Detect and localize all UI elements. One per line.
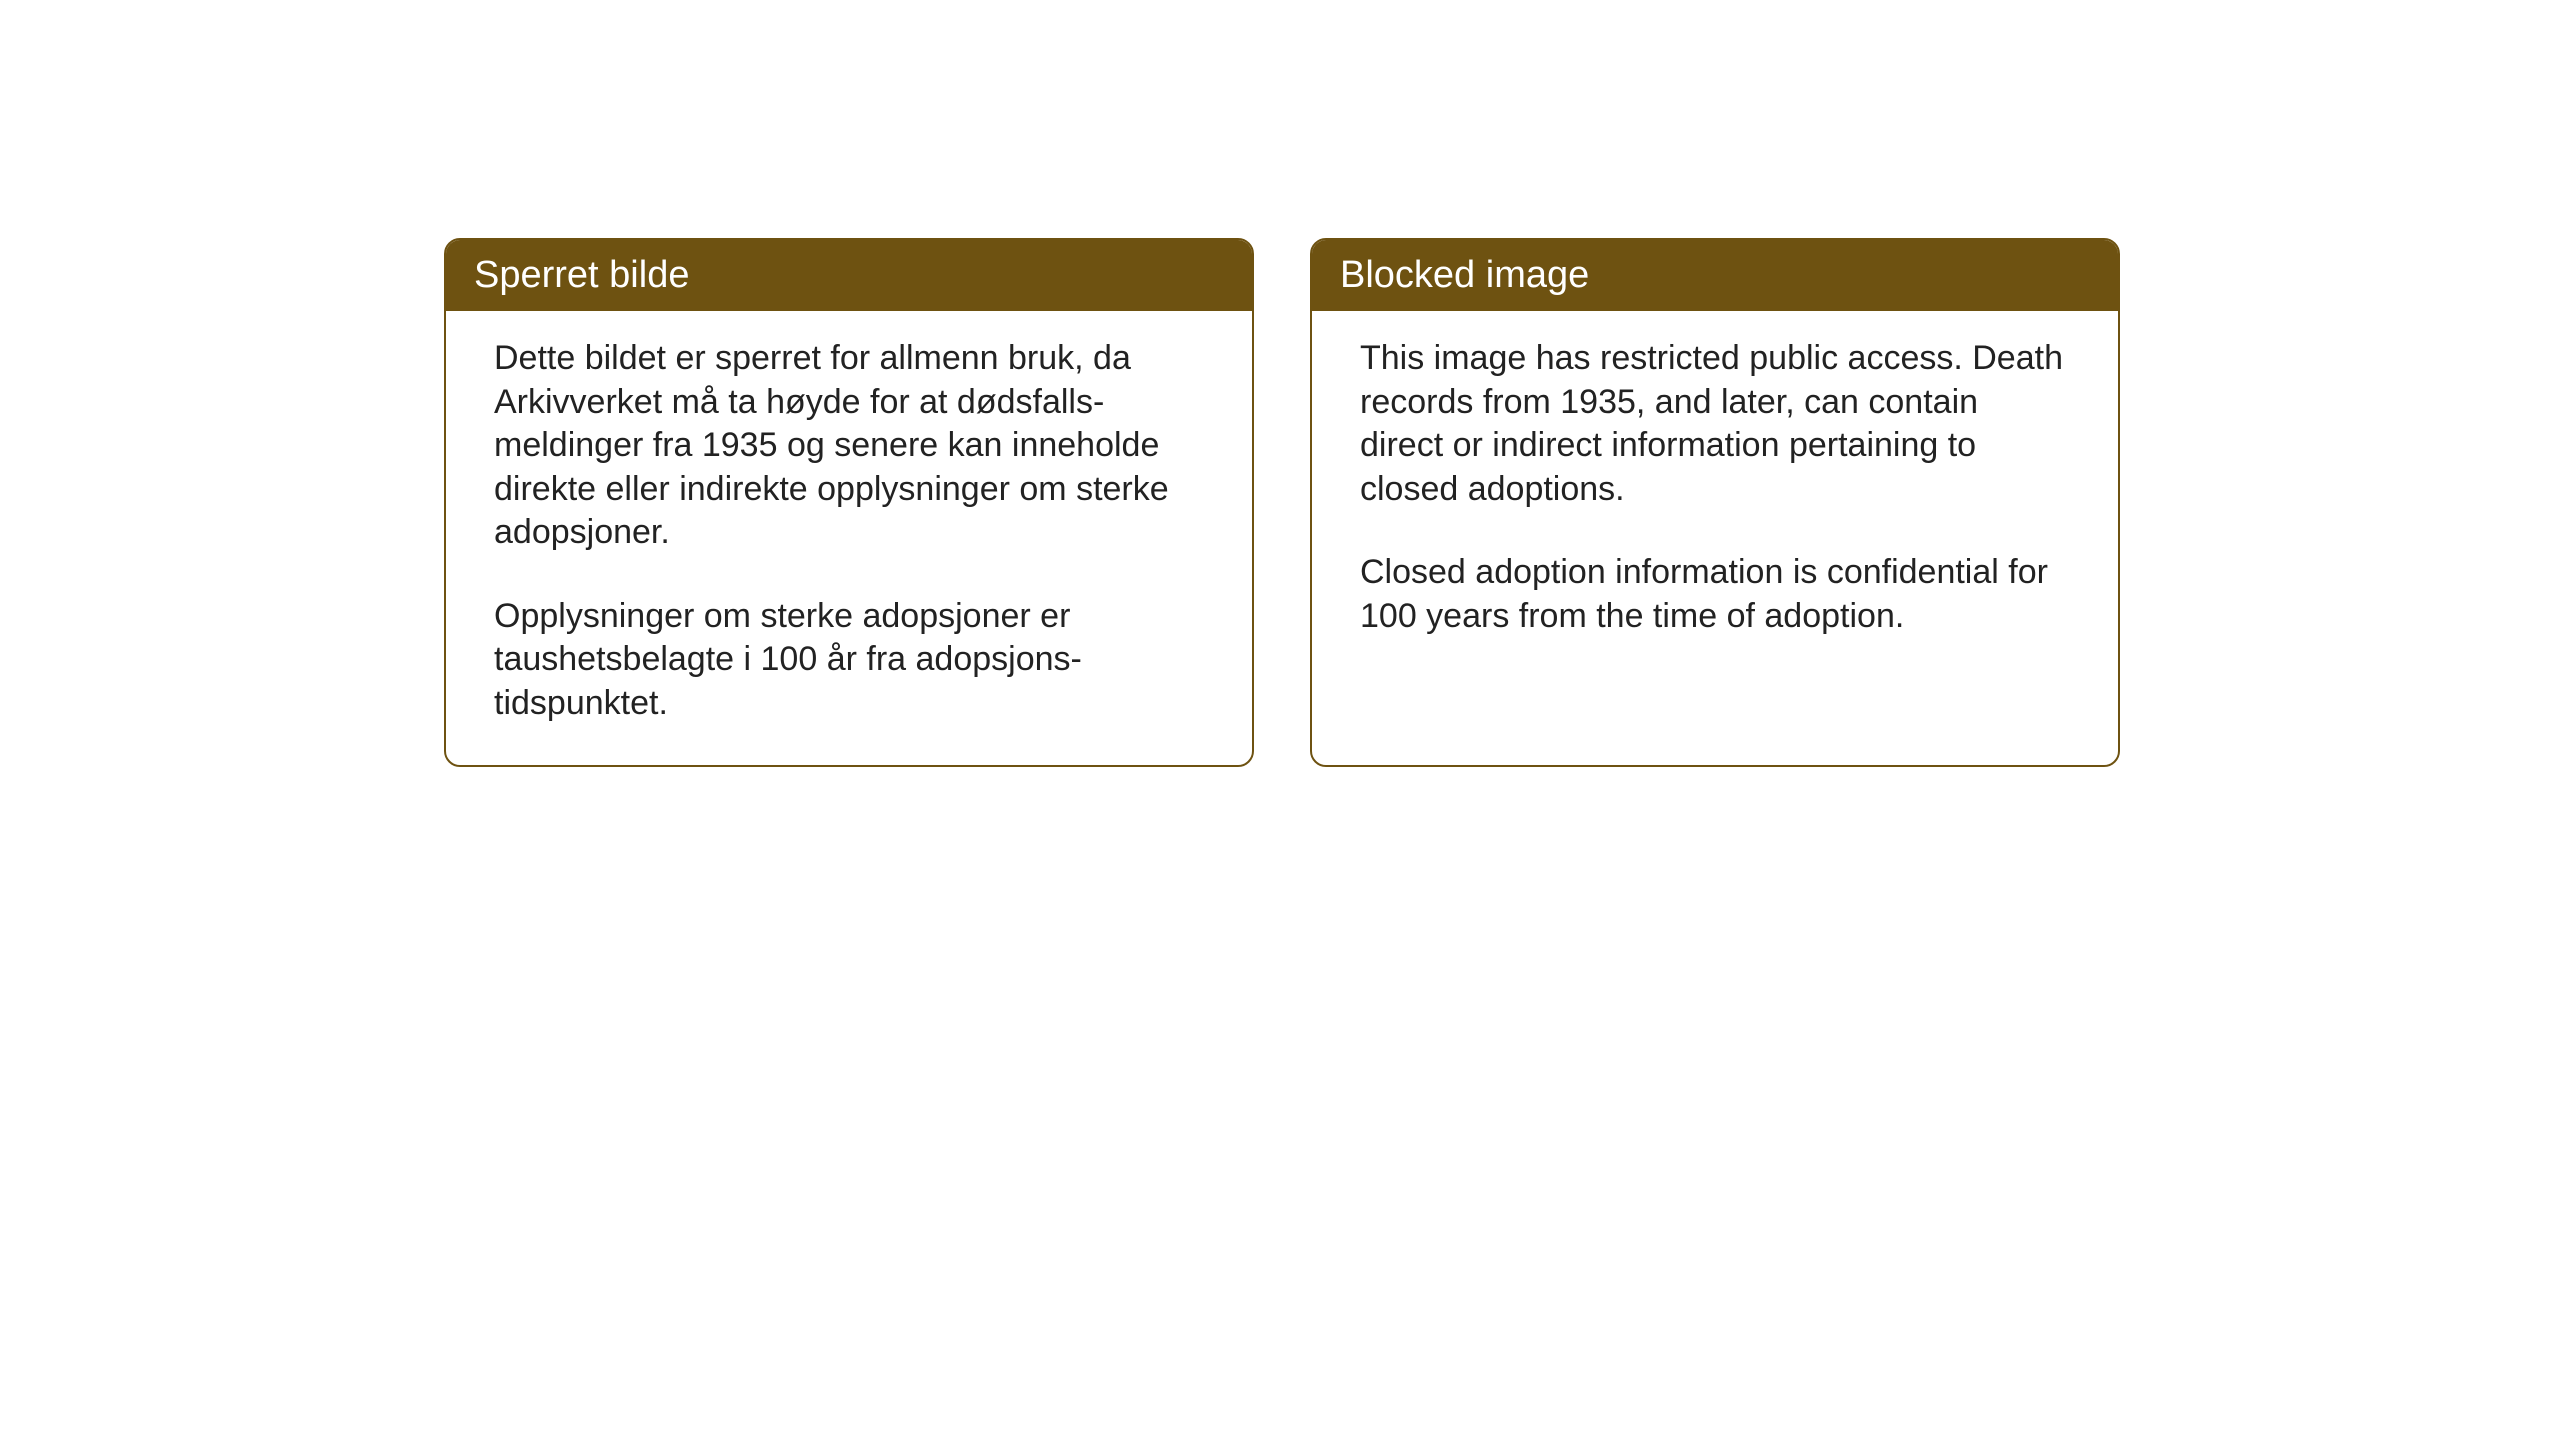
card-body-norwegian: Dette bildet er sperret for allmenn bruk… xyxy=(446,311,1252,765)
card-title-english: Blocked image xyxy=(1340,254,1589,296)
card-paragraph-2-english: Closed adoption information is confident… xyxy=(1360,551,2070,638)
card-header-norwegian: Sperret bilde xyxy=(446,240,1252,311)
card-body-english: This image has restricted public access.… xyxy=(1312,311,2118,678)
card-english: Blocked image This image has restricted … xyxy=(1310,238,2120,767)
card-title-norwegian: Sperret bilde xyxy=(474,254,689,296)
card-paragraph-1-norwegian: Dette bildet er sperret for allmenn bruk… xyxy=(494,337,1204,555)
card-paragraph-1-english: This image has restricted public access.… xyxy=(1360,337,2070,511)
card-norwegian: Sperret bilde Dette bildet er sperret fo… xyxy=(444,238,1254,767)
cards-container: Sperret bilde Dette bildet er sperret fo… xyxy=(444,238,2120,767)
card-header-english: Blocked image xyxy=(1312,240,2118,311)
card-paragraph-2-norwegian: Opplysninger om sterke adopsjoner er tau… xyxy=(494,595,1204,726)
